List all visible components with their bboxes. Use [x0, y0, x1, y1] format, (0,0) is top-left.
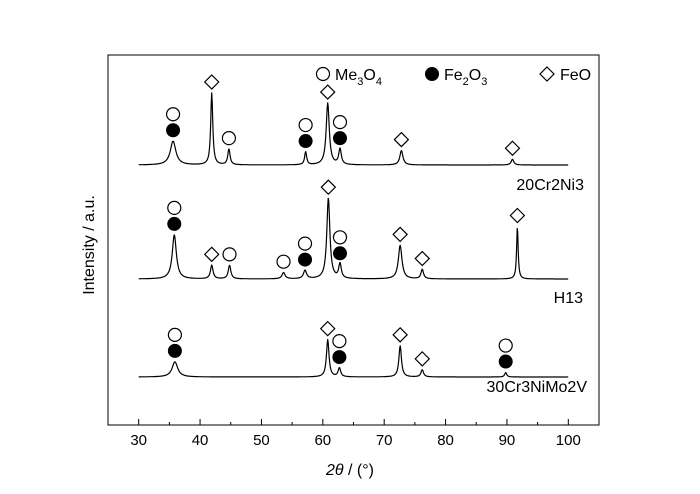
legend-subscript: 3: [357, 76, 363, 88]
series-label: 30Cr3NiMo2V: [487, 379, 588, 396]
feo-marker: [414, 250, 431, 267]
legend-text-part: O: [469, 67, 481, 84]
me3o4-marker: [276, 254, 291, 269]
series-line-0: [138, 92, 569, 166]
fe2o3-marker: [498, 354, 513, 369]
series-label: 20Cr2Ni3: [516, 177, 584, 194]
legend-text-part: Me: [335, 67, 357, 84]
fe2o3-marker: [332, 350, 347, 365]
me3o4-marker: [332, 334, 347, 349]
fe2o3-marker: [298, 252, 313, 267]
legend-label: FeO: [560, 67, 591, 84]
fe2o3-marker: [298, 134, 313, 149]
plot-frame: [107, 54, 600, 426]
series-label: H13: [554, 290, 583, 307]
feo-marker: [320, 179, 337, 195]
legend-subscript: 3: [481, 76, 487, 88]
feo-marker: [414, 351, 431, 367]
feo-marker: [509, 207, 526, 224]
series-line-2: [138, 338, 569, 378]
legend-text-part: O: [363, 67, 375, 84]
legend-label: Me3O4: [335, 67, 382, 88]
me3o4-marker: [297, 236, 313, 251]
x-tick-label: 40: [192, 432, 209, 449]
me3o4-marker: [221, 131, 237, 146]
feo-marker: [392, 226, 408, 243]
x-tick-label: 30: [130, 432, 147, 449]
legend-fe2o3-icon: [425, 67, 439, 81]
legend-me3o4-icon: [315, 66, 331, 82]
x-tick-label: 70: [376, 432, 393, 449]
x-tick-label: 90: [499, 432, 516, 449]
legend-text-part: Fe: [444, 67, 463, 84]
feo-marker: [393, 131, 410, 148]
legend-feo-icon: [539, 66, 555, 82]
series-layer: 20Cr2Ni3 H13 30Cr3NiMo2V: [138, 92, 588, 396]
y-axis-title: Intensity / a.u.: [81, 195, 98, 295]
x-tick-label: 60: [314, 432, 331, 449]
phase-markers: [165, 74, 526, 369]
fe2o3-marker: [332, 246, 347, 261]
me3o4-marker: [332, 115, 348, 130]
feo-marker: [319, 320, 336, 337]
feo-marker: [203, 246, 220, 263]
x-axis-unit: / (°): [344, 462, 374, 479]
me3o4-marker: [167, 327, 182, 342]
series-line-1: [138, 197, 569, 280]
x-tick-label: 80: [437, 432, 454, 449]
x-axis-tick-labels: 30 40 50 60 70 80 90 100: [130, 432, 580, 449]
me3o4-marker: [165, 107, 181, 122]
me3o4-marker: [332, 230, 348, 245]
me3o4-marker: [222, 247, 237, 262]
feo-marker: [504, 140, 521, 157]
feo-marker: [392, 327, 408, 343]
me3o4-marker: [298, 117, 313, 133]
x-axis-ticks: [138, 419, 569, 425]
legend: Me3O4 Fe2O3 FeO: [315, 66, 591, 88]
me3o4-marker: [167, 200, 182, 215]
legend-subscript: 4: [376, 76, 382, 88]
x-tick-label: 100: [556, 432, 581, 449]
x-tick-label: 50: [253, 432, 270, 449]
fe2o3-marker: [332, 131, 347, 146]
x-axis-symbol: 2θ: [325, 462, 344, 479]
fe2o3-marker: [167, 216, 182, 231]
feo-marker: [203, 74, 220, 90]
legend-text-part: FeO: [560, 67, 591, 84]
legend-subscript: 2: [463, 76, 469, 88]
me3o4-marker: [498, 338, 513, 353]
feo-marker: [319, 84, 336, 100]
fe2o3-marker: [166, 123, 181, 138]
fe2o3-marker: [167, 343, 182, 358]
x-axis-title: 2θ / (°): [325, 462, 374, 479]
legend-label: Fe2O3: [444, 67, 487, 88]
